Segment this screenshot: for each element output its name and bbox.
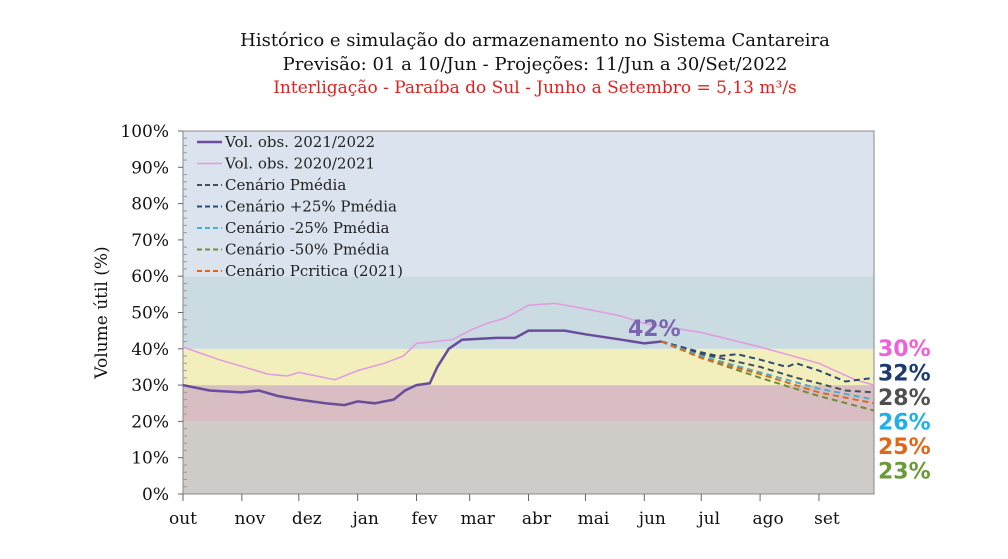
series-line xyxy=(661,340,875,401)
legend-label: Cenário -25% Pmédia xyxy=(225,219,389,237)
end-label: 26% xyxy=(878,411,931,436)
band xyxy=(183,385,874,422)
end-label: 32% xyxy=(878,362,931,387)
x-tick-label: ago xyxy=(752,509,783,529)
legend-label: Cenário +25% Pmédia xyxy=(225,198,397,216)
legend-label: Cenário -50% Pmédia xyxy=(225,241,389,259)
y-tick-label: 30% xyxy=(131,376,169,396)
x-tick-label: mar xyxy=(460,509,495,529)
y-tick-label: 40% xyxy=(131,340,169,360)
series-line xyxy=(661,340,875,412)
legend-label: Vol. obs. 2020/2021 xyxy=(224,155,375,173)
series-line xyxy=(182,329,662,407)
band xyxy=(183,276,874,349)
y-tick-label: 80% xyxy=(131,195,169,215)
y-tick-label: 0% xyxy=(142,485,169,505)
y-tick-label: 100% xyxy=(120,122,169,142)
chart-title: Histórico e simulação do armazenamento n… xyxy=(240,30,830,51)
x-tick-label: nov xyxy=(234,509,265,529)
x-tick-label: fev xyxy=(412,509,438,529)
x-tick-label: set xyxy=(814,509,840,529)
legend-label: Cenário Pmédia xyxy=(225,176,346,194)
band xyxy=(183,421,874,494)
end-label: 28% xyxy=(878,386,931,411)
series-line xyxy=(182,302,875,386)
x-tick-label: jul xyxy=(696,509,720,529)
y-tick-label: 70% xyxy=(131,231,169,251)
x-tick-label: abr xyxy=(522,509,552,529)
chart-note: Interligação - Paraíba do Sul - Junho a … xyxy=(273,78,797,98)
y-tick-label: 90% xyxy=(131,158,169,178)
legend-label: Cenário Pcritica (2021) xyxy=(225,262,403,280)
end-label: 25% xyxy=(878,435,931,460)
series-line xyxy=(661,340,875,405)
end-label: 23% xyxy=(878,460,931,485)
series-line xyxy=(661,340,875,383)
y-tick-label: 50% xyxy=(131,304,169,324)
band xyxy=(183,348,874,386)
y-tick-label: 10% xyxy=(131,449,169,469)
x-tick-label: jan xyxy=(350,509,378,529)
x-tick-label: mai xyxy=(578,509,610,529)
annotation: 42% xyxy=(628,317,681,342)
band xyxy=(183,131,874,277)
y-tick-label: 20% xyxy=(131,412,169,432)
chart-subtitle: Previsão: 01 a 10/Jun - Projeções: 11/Ju… xyxy=(282,54,788,75)
y-tick-label: 60% xyxy=(131,267,169,287)
series-line xyxy=(661,340,875,394)
y-axis-label: Volume útil (%) xyxy=(92,246,112,379)
x-tick-label: dez xyxy=(292,509,322,529)
end-label: 30% xyxy=(878,337,931,362)
x-tick-label: jun xyxy=(637,509,666,529)
legend-label: Vol. obs. 2021/2022 xyxy=(224,133,375,151)
x-tick-label: out xyxy=(169,509,197,529)
